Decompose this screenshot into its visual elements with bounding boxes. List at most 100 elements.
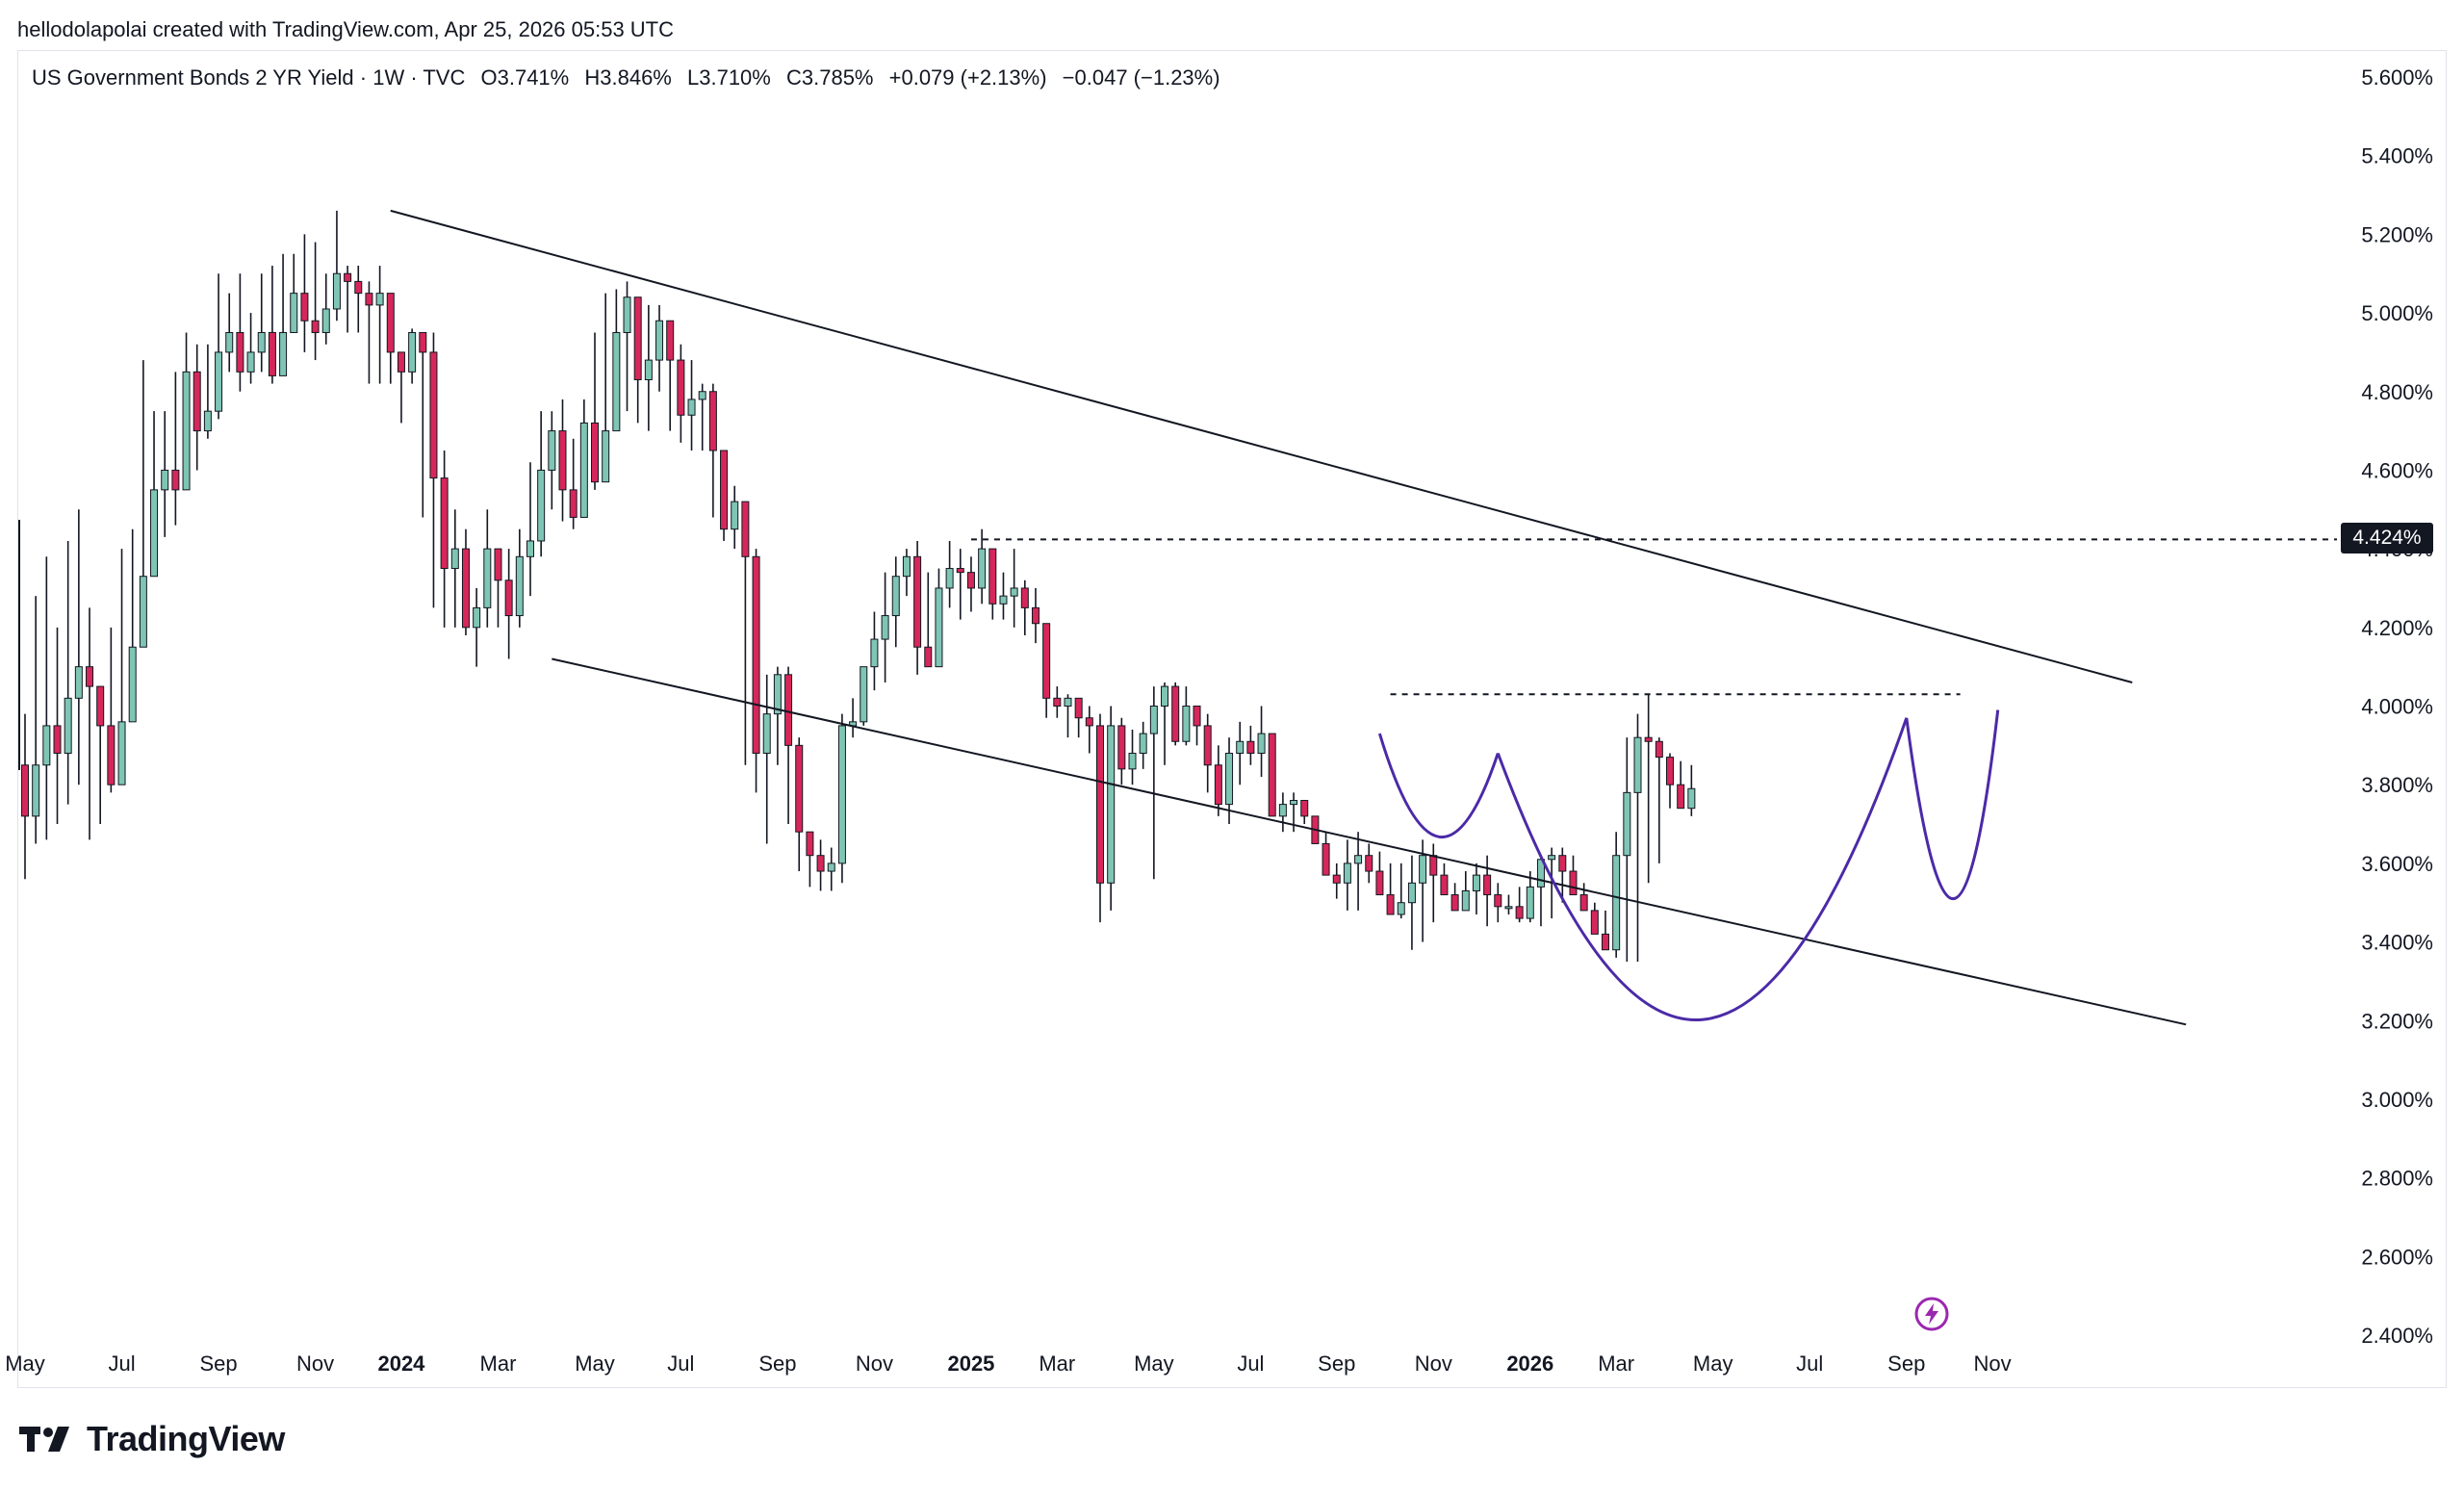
candle[interactable] (1031, 587, 1040, 644)
candle[interactable] (1278, 792, 1287, 833)
candle[interactable] (1053, 686, 1062, 718)
candle[interactable] (386, 293, 395, 384)
candle[interactable] (1117, 717, 1126, 785)
candle[interactable] (1677, 760, 1685, 810)
candle[interactable] (1472, 862, 1480, 914)
candle[interactable] (139, 360, 147, 648)
candle[interactable] (161, 411, 169, 537)
candle[interactable] (450, 509, 459, 628)
candle[interactable] (1515, 887, 1524, 923)
candle[interactable] (1612, 832, 1621, 958)
candle[interactable] (279, 253, 288, 376)
candle[interactable] (698, 383, 706, 451)
candle[interactable] (268, 266, 276, 384)
candle[interactable] (816, 839, 825, 891)
candle[interactable] (1257, 706, 1266, 778)
candle[interactable] (257, 273, 266, 373)
candle[interactable] (1397, 862, 1405, 919)
candle[interactable] (1461, 871, 1470, 912)
candle[interactable] (192, 344, 201, 471)
candle[interactable] (1354, 832, 1363, 911)
candle[interactable] (408, 328, 417, 384)
candle[interactable] (128, 528, 137, 723)
candle[interactable] (762, 674, 771, 844)
candle[interactable] (1193, 706, 1201, 746)
candle[interactable] (548, 411, 556, 510)
candle[interactable] (537, 411, 546, 557)
candle[interactable] (644, 304, 653, 431)
candle[interactable] (1322, 832, 1330, 876)
candle[interactable] (849, 698, 858, 738)
candle[interactable] (375, 266, 384, 384)
candle[interactable] (870, 611, 879, 691)
candle[interactable] (21, 713, 29, 880)
candle[interactable] (1268, 733, 1276, 817)
candle[interactable] (300, 234, 309, 352)
candle[interactable] (1590, 902, 1599, 935)
candle[interactable] (623, 281, 631, 412)
candle[interactable] (913, 540, 922, 675)
candle[interactable] (773, 666, 782, 765)
candle[interactable] (1343, 839, 1351, 911)
candle[interactable] (708, 383, 717, 518)
candle[interactable] (1161, 682, 1169, 765)
candle[interactable] (1440, 862, 1449, 896)
candle[interactable] (978, 528, 987, 605)
candle[interactable] (32, 596, 40, 844)
candle[interactable] (1407, 855, 1416, 950)
candle[interactable] (515, 528, 524, 628)
candle[interactable] (1214, 745, 1222, 816)
candle[interactable] (1601, 910, 1609, 951)
candle[interactable] (687, 360, 696, 451)
candle[interactable] (1332, 862, 1341, 899)
candle[interactable] (86, 607, 94, 840)
candle[interactable] (1128, 730, 1137, 785)
candle[interactable] (677, 344, 685, 443)
candle[interactable] (1623, 737, 1631, 962)
candle[interactable] (1042, 623, 1051, 718)
candle[interactable] (569, 438, 578, 529)
candle[interactable] (440, 450, 449, 628)
candle[interactable] (891, 556, 900, 648)
candle[interactable] (1139, 721, 1147, 769)
candle[interactable] (1236, 721, 1245, 785)
candle[interactable] (666, 320, 675, 431)
candle[interactable] (860, 666, 868, 726)
candle[interactable] (182, 332, 191, 491)
candle[interactable] (365, 281, 373, 384)
candle[interactable] (1064, 694, 1072, 738)
candle[interactable] (902, 549, 911, 597)
candle[interactable] (526, 462, 534, 597)
candle[interactable] (1687, 764, 1696, 816)
candle[interactable] (1182, 686, 1191, 746)
candle[interactable] (881, 572, 889, 682)
candle[interactable] (795, 737, 804, 872)
legend-symbol[interactable]: US Government Bonds 2 YR Yield · 1W · TV… (32, 65, 466, 90)
candle[interactable] (171, 372, 180, 526)
candle[interactable] (1020, 579, 1029, 635)
candle[interactable] (150, 411, 159, 578)
candle[interactable] (945, 540, 954, 608)
candle[interactable] (1504, 894, 1513, 914)
candle[interactable] (225, 293, 234, 373)
candle[interactable] (935, 568, 943, 668)
candle[interactable] (1526, 871, 1534, 923)
candle[interactable] (344, 266, 352, 333)
candle[interactable] (1419, 839, 1427, 942)
candle[interactable] (64, 540, 72, 805)
candle[interactable] (1375, 851, 1384, 896)
candle[interactable] (1536, 855, 1545, 927)
candle[interactable] (311, 242, 320, 361)
candle[interactable] (1579, 883, 1588, 912)
candle[interactable] (1633, 713, 1642, 962)
candle[interactable] (1386, 862, 1395, 915)
candle[interactable] (236, 273, 244, 392)
candle[interactable] (53, 627, 62, 825)
candle[interactable] (96, 685, 105, 825)
candle[interactable] (966, 556, 975, 612)
candle[interactable] (290, 253, 298, 333)
candle[interactable] (1074, 697, 1083, 738)
candle[interactable] (1010, 549, 1018, 628)
candle[interactable] (558, 399, 567, 522)
candle[interactable] (1558, 847, 1567, 903)
